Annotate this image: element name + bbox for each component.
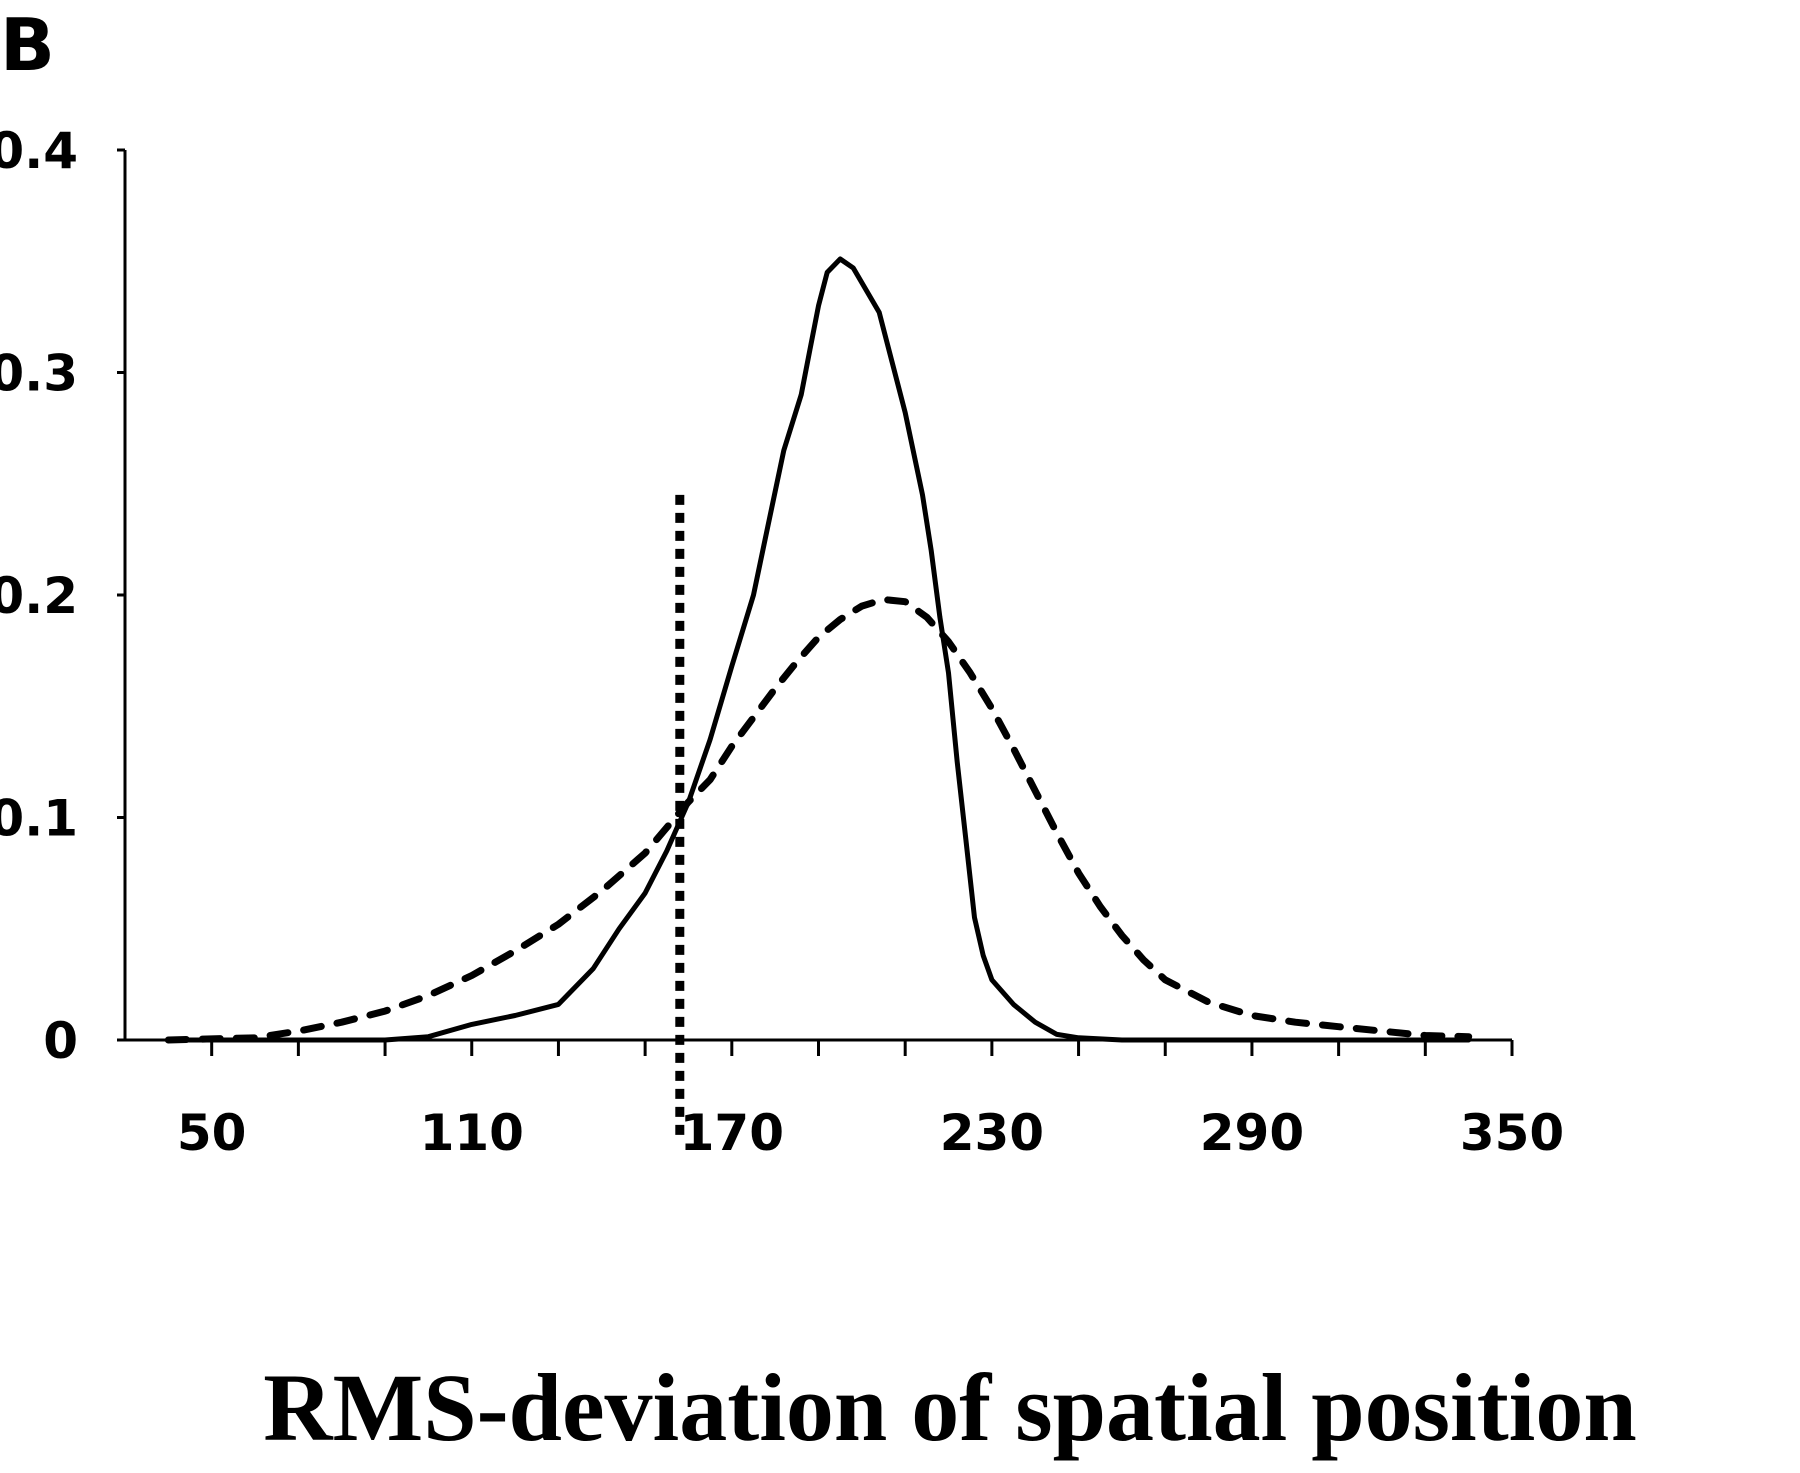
x-tick-label: 110	[420, 1104, 524, 1162]
panel-label: B	[0, 3, 55, 87]
tick-labels: 0 0.1 0.2 0.3 0.4 50 110 170 230 290 350	[0, 122, 1564, 1162]
x-axis-title: RMS-deviation of spatial position	[263, 1354, 1636, 1461]
y-tick-label: 0.1	[0, 790, 78, 848]
series-line-solid	[165, 256, 1472, 1043]
y-tick-label: 0.4	[0, 122, 78, 180]
y-tick-label: 0.3	[0, 345, 78, 403]
axes	[117, 148, 1514, 1056]
series-line-dashed	[164, 596, 1473, 1044]
x-tick-label: 230	[940, 1104, 1044, 1162]
series-layer	[164, 256, 1473, 1044]
x-tick-label: 290	[1200, 1104, 1304, 1162]
y-tick-label: 0.2	[0, 567, 78, 625]
y-tick-label: 0	[43, 1012, 78, 1070]
x-tick-label: 170	[680, 1104, 784, 1162]
x-tick-label: 350	[1460, 1104, 1564, 1162]
x-tick-label: 50	[177, 1104, 247, 1162]
